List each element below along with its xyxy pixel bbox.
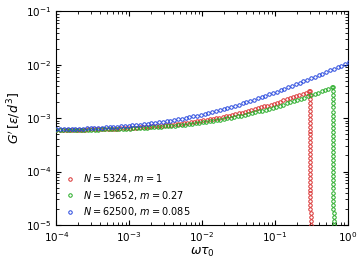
$N = 5324,\, m = 1$: [309, 223, 313, 227]
$N = 19652,\, m = 0.27$: [331, 171, 335, 174]
X-axis label: $\omega\tau_0$: $\omega\tau_0$: [189, 246, 215, 259]
$N = 5324,\, m = 1$: [308, 172, 313, 175]
$N = 19652,\, m = 0.27$: [331, 223, 336, 227]
$N = 19652,\, m = 0.27$: [54, 129, 58, 132]
$N = 62500,\, m = 0.085$: [54, 128, 58, 131]
$N = 62500,\, m = 0.085$: [355, 57, 359, 60]
$N = 19652,\, m = 0.27$: [330, 86, 335, 89]
$N = 19652,\, m = 0.27$: [183, 123, 188, 126]
$N = 62500,\, m = 0.085$: [153, 121, 157, 125]
Y-axis label: $G^{\prime}\,[\epsilon/d^3]$: $G^{\prime}\,[\epsilon/d^3]$: [5, 92, 23, 144]
$N = 19652,\, m = 0.27$: [145, 126, 149, 129]
$N = 19652,\, m = 0.27$: [204, 120, 209, 123]
Line: $N = 5324,\, m = 1$: $N = 5324,\, m = 1$: [55, 90, 312, 227]
$N = 62500,\, m = 0.085$: [195, 114, 199, 117]
$N = 5324,\, m = 1$: [192, 120, 196, 123]
$N = 5324,\, m = 1$: [275, 101, 279, 104]
Legend: $N = 5324,\, m = 1$, $N = 19652,\, m = 0.27$, $N = 62500,\, m = 0.085$: $N = 5324,\, m = 1$, $N = 19652,\, m = 0…: [59, 168, 194, 222]
$N = 62500,\, m = 0.085$: [317, 74, 321, 77]
$N = 19652,\, m = 0.27$: [295, 99, 299, 102]
$N = 5324,\, m = 1$: [54, 129, 58, 132]
$N = 62500,\, m = 0.085$: [111, 125, 115, 129]
$N = 5324,\, m = 1$: [172, 123, 177, 126]
$N = 5324,\, m = 1$: [137, 126, 142, 129]
$N = 19652,\, m = 0.27$: [106, 128, 111, 131]
$N = 5324,\, m = 1$: [102, 127, 106, 131]
$N = 62500,\, m = 0.085$: [217, 108, 222, 112]
$N = 62500,\, m = 0.085$: [356, 160, 360, 163]
Line: $N = 62500,\, m = 0.085$: $N = 62500,\, m = 0.085$: [55, 57, 360, 227]
$N = 5324,\, m = 1$: [307, 90, 312, 93]
Line: $N = 19652,\, m = 0.27$: $N = 19652,\, m = 0.27$: [55, 86, 335, 227]
$N = 62500,\, m = 0.085$: [356, 223, 360, 227]
